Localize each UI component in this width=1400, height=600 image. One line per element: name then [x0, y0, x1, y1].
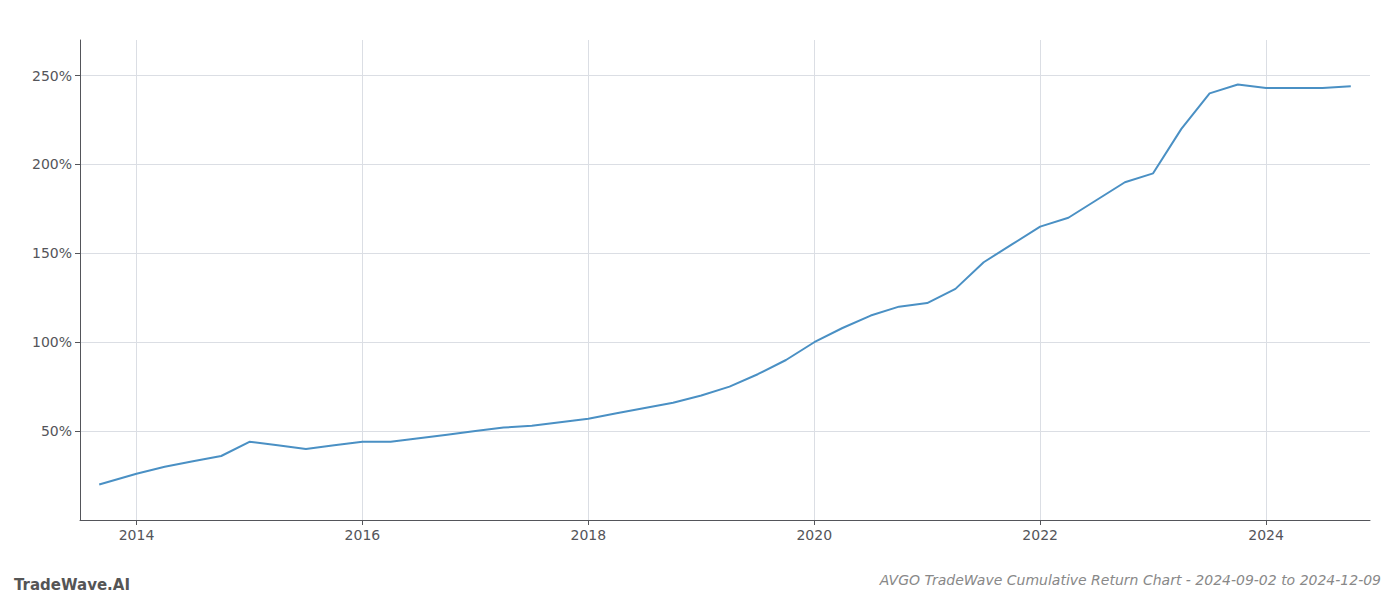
svg-text:2016: 2016	[345, 527, 381, 543]
svg-text:150%: 150%	[32, 245, 72, 261]
svg-text:2022: 2022	[1022, 527, 1058, 543]
svg-text:2014: 2014	[119, 527, 155, 543]
svg-text:200%: 200%	[32, 156, 72, 172]
svg-text:2018: 2018	[570, 527, 606, 543]
svg-text:AVGO TradeWave Cumulative Retu: AVGO TradeWave Cumulative Return Chart -…	[879, 572, 1381, 588]
svg-text:2024: 2024	[1248, 527, 1284, 543]
svg-text:50%: 50%	[41, 423, 72, 439]
svg-text:TradeWave.AI: TradeWave.AI	[14, 576, 130, 594]
svg-text:250%: 250%	[32, 68, 72, 84]
svg-text:2020: 2020	[796, 527, 832, 543]
svg-text:100%: 100%	[32, 334, 72, 350]
